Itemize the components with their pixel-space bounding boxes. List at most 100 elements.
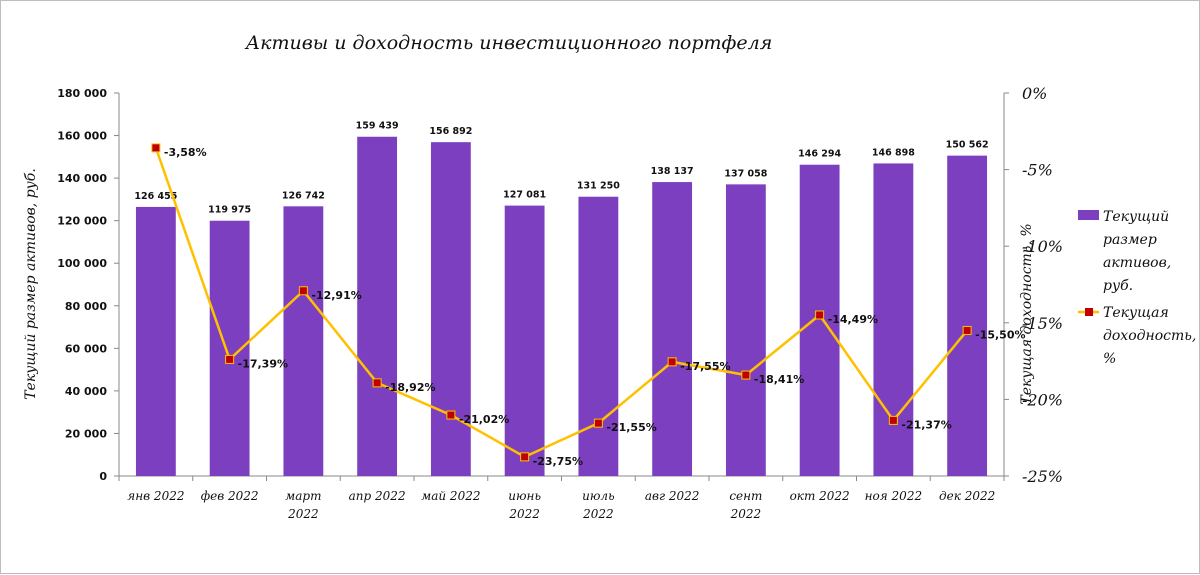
line-point: [741, 370, 751, 380]
x-tick-label: фев 2022: [201, 489, 259, 503]
bar-value-label: 138 137: [651, 166, 694, 177]
legend-bar-text: размер: [1103, 232, 1157, 248]
line-point: [520, 452, 530, 462]
y-tick-label: 100 000: [57, 257, 107, 270]
bar: [947, 155, 988, 477]
y-tick-label: 60 000: [65, 342, 107, 355]
x-tick-label-line2: 2022: [582, 507, 614, 521]
x-tick-label: июль: [582, 489, 614, 503]
line-value-label: -21,37%: [901, 418, 951, 431]
bar-series: [135, 136, 988, 477]
bar-value-label: 127 081: [503, 190, 546, 201]
x-tick-label: ноя 2022: [865, 489, 922, 503]
y-tick-label: 160 000: [57, 130, 107, 143]
bar: [135, 206, 176, 476]
line-point: [446, 410, 456, 420]
legend: Текущий размер активов, руб. Текущая доходнос…: [1078, 209, 1196, 367]
bar-value-label: 146 294: [798, 149, 841, 160]
line-point: [815, 310, 825, 320]
right-tick-label: 0%: [1022, 84, 1047, 103]
x-tick-label: авг 2022: [645, 489, 700, 503]
chart-title: Активы и доходность инвестиционного порт…: [244, 32, 773, 54]
legend-bar-swatch: [1078, 210, 1099, 220]
x-tick-label: апр 2022: [349, 489, 406, 503]
legend-line-text: %: [1103, 351, 1116, 367]
legend-bar-text: Текущий: [1103, 209, 1169, 225]
right-tick-label: -15%: [1022, 314, 1063, 333]
line-point: [298, 286, 308, 296]
y-tick-label: 180 000: [57, 87, 107, 100]
bar-value-label: 156 892: [429, 126, 472, 137]
x-tick-label-line2: 2022: [730, 507, 762, 521]
bar-value-label: 131 250: [577, 181, 620, 192]
x-tick-label: окт 2022: [790, 489, 850, 503]
bar-data-labels: 126 455 119 975 126 742 159 439 156 892 127 0…: [134, 121, 988, 216]
x-tick-label-line2: 2022: [508, 507, 540, 521]
right-tick-label: -10%: [1022, 237, 1063, 256]
line-value-label: -23,75%: [533, 455, 583, 468]
bar: [799, 164, 840, 476]
y-tick-label: 40 000: [65, 385, 107, 398]
line-value-label: -17,55%: [680, 360, 730, 373]
y-tick-label: 120 000: [57, 215, 107, 228]
bar-value-label: 137 058: [724, 168, 767, 179]
line-value-label: -18,92%: [385, 381, 435, 394]
x-tick-label: май 2022: [421, 489, 480, 503]
category-ticks: янв 2022 фев 2022 март 2022 апр 2022 май 2022…: [118, 476, 1005, 521]
x-tick-label: сент: [729, 489, 762, 503]
line-value-label: -18,41%: [754, 373, 804, 386]
x-tick-label: июнь: [508, 489, 541, 503]
right-tick-label: -5%: [1022, 161, 1053, 180]
right-ticks: 0% -5% -10% -15% -20% -25%: [1004, 84, 1063, 486]
bar: [209, 220, 250, 476]
line-value-label: -21,55%: [606, 421, 656, 434]
bar: [283, 206, 324, 477]
line-value-label: -3,58%: [164, 146, 207, 159]
legend-line-marker: [1085, 308, 1093, 316]
x-tick-label: дек 2022: [939, 489, 995, 503]
line-point: [372, 378, 382, 388]
line-value-label: -21,02%: [459, 413, 509, 426]
line-value-label: -12,91%: [311, 289, 361, 302]
x-tick-label: март: [285, 489, 321, 503]
bar-value-label: 146 898: [872, 147, 915, 158]
line-point: [962, 325, 972, 335]
legend-bar-text: руб.: [1103, 278, 1133, 294]
line-value-label: -17,39%: [238, 357, 288, 370]
left-ticks: 0 20 000 40 000 60 000 80 000 100 000 120 000 1…: [57, 87, 119, 483]
bar: [652, 182, 693, 476]
y-tick-label: 0: [99, 470, 107, 483]
right-tick-label: -20%: [1022, 390, 1063, 409]
y-axis-title-left: Текущий размер активов, руб.: [23, 168, 39, 400]
bar: [504, 205, 545, 477]
right-tick-label: -25%: [1022, 467, 1063, 486]
line-point: [151, 143, 161, 153]
x-tick-label: янв 2022: [127, 489, 184, 503]
bar-value-label: 126 742: [282, 190, 325, 201]
bar: [357, 136, 398, 476]
legend-bar-text: активов,: [1103, 255, 1171, 271]
line-path: [154, 147, 969, 459]
bar-value-label: 119 975: [208, 205, 251, 216]
y-tick-label: 140 000: [57, 172, 107, 185]
bar: [725, 184, 766, 476]
line-point: [225, 354, 235, 364]
y-tick-label: 80 000: [65, 300, 107, 313]
line-point: [888, 415, 898, 425]
line-series: [151, 143, 972, 462]
legend-line-text: доходность,: [1103, 328, 1196, 344]
line-point: [667, 357, 677, 367]
y-tick-label: 20 000: [65, 427, 107, 440]
line-point: [593, 418, 603, 428]
bar-value-label: 126 455: [134, 191, 177, 202]
line-data-labels: -3,58% -17,39% -12,91% -18,92% -21,02% -23,75…: [164, 146, 1026, 468]
bar: [430, 142, 471, 476]
line-value-label: -14,49%: [828, 313, 878, 326]
x-tick-label-line2: 2022: [287, 507, 319, 521]
legend-line-text: Текущая: [1103, 305, 1169, 321]
bar-value-label: 150 562: [946, 140, 989, 151]
bar-value-label: 159 439: [356, 121, 399, 132]
y-axis-title-right: Текущая доходность, %: [1019, 223, 1035, 404]
